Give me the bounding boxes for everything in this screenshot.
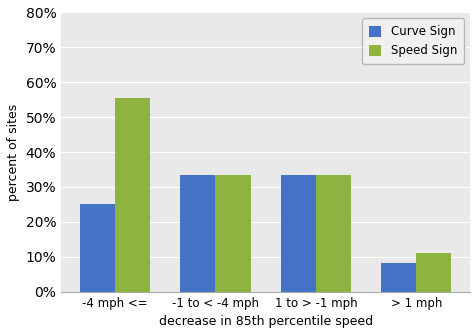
Bar	[315, 176, 350, 292]
Bar	[215, 176, 250, 292]
Bar	[79, 204, 115, 292]
Bar	[180, 176, 215, 292]
Legend: Curve Sign, Speed Sign: Curve Sign, Speed Sign	[362, 18, 463, 64]
Bar	[380, 263, 416, 292]
X-axis label: decrease in 85th percentile speed: decrease in 85th percentile speed	[158, 315, 372, 328]
Bar	[115, 97, 150, 292]
Bar	[416, 253, 450, 292]
Bar	[280, 176, 315, 292]
Y-axis label: percent of sites: percent of sites	[7, 104, 20, 201]
